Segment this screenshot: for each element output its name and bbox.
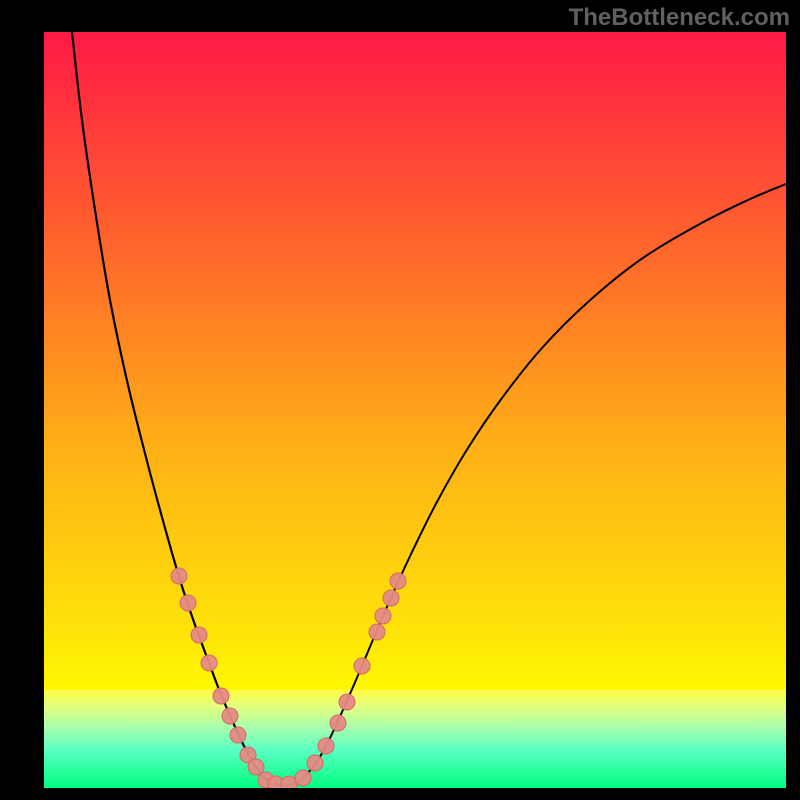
- marker-point: [171, 568, 187, 584]
- marker-point: [180, 595, 196, 611]
- marker-point: [339, 694, 355, 710]
- marker-point: [369, 624, 385, 640]
- marker-point: [318, 738, 334, 754]
- plot-background-lower: [44, 690, 786, 788]
- chart-svg: [0, 0, 800, 800]
- marker-point: [222, 708, 238, 724]
- marker-point: [213, 688, 229, 704]
- marker-point: [230, 727, 246, 743]
- frame-left: [0, 0, 44, 800]
- marker-point: [307, 755, 323, 771]
- watermark-text: TheBottleneck.com: [569, 4, 790, 32]
- marker-point: [295, 770, 311, 786]
- marker-point: [330, 715, 346, 731]
- marker-point: [201, 655, 217, 671]
- marker-point: [354, 658, 370, 674]
- frame-bottom: [0, 788, 800, 800]
- marker-point: [191, 627, 207, 643]
- marker-point: [383, 590, 399, 606]
- marker-point: [248, 759, 264, 775]
- chart-container: TheBottleneck.com: [0, 0, 800, 800]
- marker-point: [390, 573, 406, 589]
- plot-background: [44, 32, 786, 788]
- frame-right: [786, 0, 800, 800]
- marker-point: [375, 608, 391, 624]
